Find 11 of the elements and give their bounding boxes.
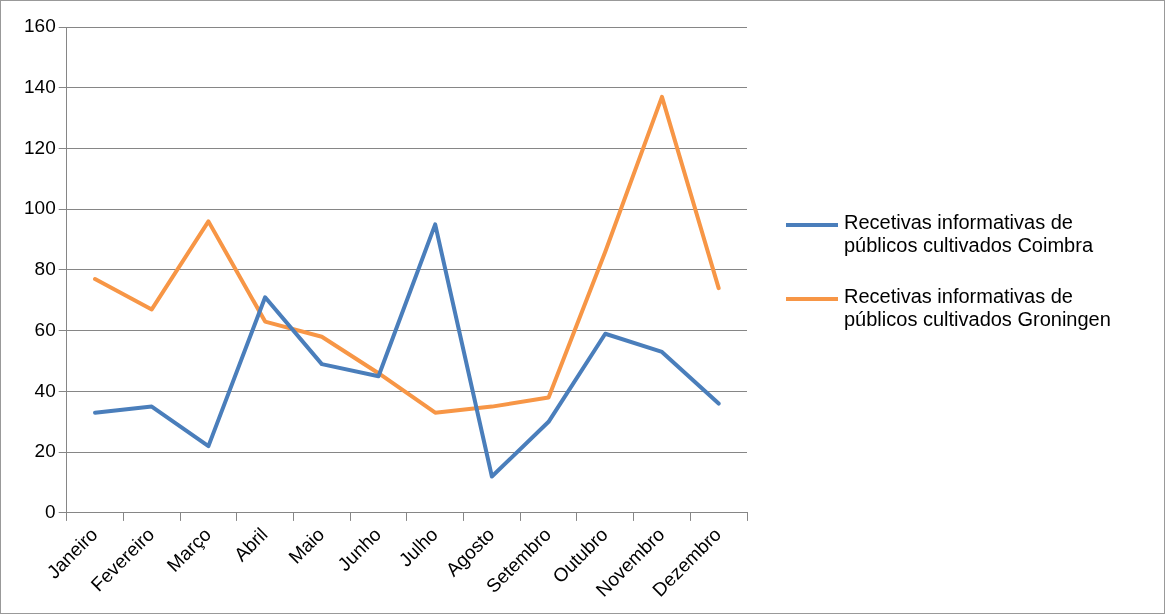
y-tick-label: 40 xyxy=(34,379,56,401)
y-tick-label: 100 xyxy=(24,197,56,219)
y-tick-label: 160 xyxy=(24,15,56,37)
y-tick-label: 80 xyxy=(34,258,56,280)
y-tick-label: 120 xyxy=(24,136,56,158)
legend-label: Recetivas informativas de públicos cultivados Coimbra xyxy=(844,211,1094,257)
y-tick-label: 140 xyxy=(24,75,56,97)
y-tick-label: 20 xyxy=(34,440,56,462)
legend-label: Recetivas informativas de públicos cultivados Groningen xyxy=(844,285,1112,331)
y-tick-label: 0 xyxy=(45,501,56,523)
y-tick-label: 60 xyxy=(34,318,56,340)
